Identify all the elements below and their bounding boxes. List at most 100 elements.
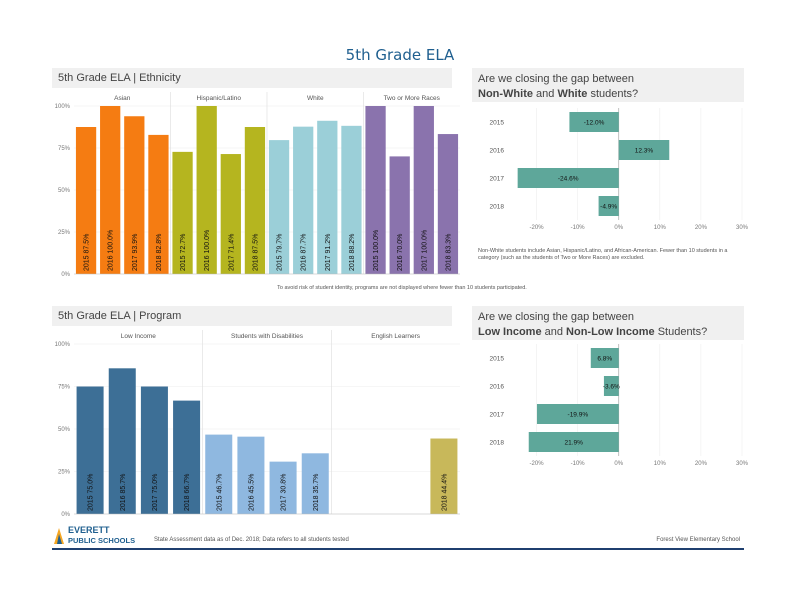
privacy-note: To avoid risk of student identity, progr… (277, 285, 527, 291)
gapw-x-tick: 20% (695, 225, 708, 231)
eth-group-label: Two or More Races (384, 95, 441, 102)
gapi-bar-label: 6.8% (597, 356, 612, 363)
prog-bar-label: 2017 75.0% (152, 474, 159, 511)
prog-bar-label: 2018 35.7% (313, 474, 320, 511)
prog-bar (173, 400, 201, 514)
eth-bar (220, 154, 241, 274)
gapw-bar (569, 112, 619, 132)
eth-bar (268, 140, 290, 274)
gap-income-header-line1: Are we closing the gap between (478, 311, 634, 323)
prog-bar (205, 434, 233, 514)
gapi-row-label: 2016 (490, 384, 505, 391)
eth-bar (317, 120, 338, 274)
gapi-bar (603, 376, 619, 396)
eth-y-tick: 100% (55, 104, 71, 110)
gapw-row-label: 2017 (490, 176, 505, 183)
eth-bar-label: 2017 71.4% (228, 234, 235, 271)
logo-line2: PUBLIC SCHOOLS (68, 536, 136, 545)
eth-bar (437, 134, 459, 274)
gap-income-header-end: Students? (654, 326, 708, 338)
eth-bar-label: 2017 91.2% (325, 234, 332, 271)
prog-bar (301, 453, 329, 514)
prog-bar (430, 438, 458, 514)
eth-bar-label: 2018 83.3% (445, 234, 452, 271)
school-name: Forest View Elementary School (656, 537, 740, 543)
gap-white-header: Are we closing the gap between Non-White… (472, 68, 744, 102)
gapi-bar-label: -19.9% (568, 412, 589, 419)
eth-bar (124, 116, 145, 274)
eth-bar-label: 2016 100.0% (204, 230, 211, 271)
eth-bar-label: 2018 87.5% (252, 234, 259, 271)
eth-y-tick: 75% (58, 146, 71, 152)
prog-bar (76, 386, 104, 514)
gapw-x-tick: -20% (530, 225, 545, 231)
eth-bar-label: 2018 88.2% (349, 234, 356, 271)
gap-white-chart: -20% -10% 0% 10% 20% 30% 2015 -12.0% 2016 12.3% 20… (490, 108, 749, 231)
gapw-x-tick: -10% (571, 225, 586, 231)
logo-line1: EVERETT (68, 525, 110, 535)
prog-y-tick: 25% (58, 470, 71, 476)
eth-bar (196, 106, 217, 274)
gapi-x-tick: 0% (614, 461, 623, 467)
gapw-bar (517, 168, 619, 188)
eth-group-label: Asian (114, 95, 131, 102)
eth-bar-label: 2018 82.8% (156, 234, 163, 271)
prog-bar-label: 2015 75.0% (88, 474, 95, 511)
gapw-x-tick: 0% (614, 225, 623, 231)
eth-bar-label: 2015 79.7% (277, 234, 284, 271)
gap-income-group2: Non-Low Income (566, 326, 655, 338)
eth-bar-label: 2017 100.0% (421, 230, 428, 271)
everett-logo: EVERETT PUBLIC SCHOOLS (52, 524, 172, 548)
gapw-bar-label: -24.6% (558, 176, 579, 183)
gapi-x-tick: 10% (654, 461, 667, 467)
gapw-bar (618, 140, 670, 160)
gapi-x-tick: 30% (736, 461, 749, 467)
eth-group-label: Hispanic/Latino (197, 95, 242, 102)
gapi-row-label: 2017 (490, 412, 505, 419)
eth-group-label: White (307, 95, 324, 102)
prog-bar (237, 436, 265, 514)
gap-income-header: Are we closing the gap between Low Incom… (472, 306, 744, 340)
gapi-x-tick: -20% (530, 461, 545, 467)
gapi-bar (536, 404, 619, 424)
prog-bar-label: 2018 44.4% (441, 474, 448, 511)
eth-y-tick: 0% (61, 272, 70, 278)
prog-group-label: English Learners (371, 333, 421, 340)
eth-y-tick: 25% (58, 230, 71, 236)
eth-bar-label: 2015 87.5% (84, 234, 91, 271)
source-note: State Assessment data as of Dec. 2018; D… (154, 537, 349, 543)
gap-income-chart: -20% -10% 0% 10% 20% 30% 2015 6.8% 2016 -3.6% 2017… (490, 344, 749, 467)
page-title: 5th Grade ELA (345, 46, 455, 64)
gapw-bar (598, 196, 619, 216)
prog-bar-label: 2016 45.5% (248, 474, 255, 511)
gap-white-header-line1: Are we closing the gap between (478, 73, 634, 85)
program-panel-header: 5th Grade ELA | Program (52, 306, 452, 326)
eth-bar (389, 156, 410, 274)
gapw-x-tick: 10% (654, 225, 667, 231)
gap-white-group1: Non-White (478, 88, 533, 100)
gapw-row-label: 2016 (490, 148, 505, 155)
gapi-row-label: 2015 (490, 356, 505, 363)
prog-y-tick: 0% (61, 512, 70, 518)
gapi-x-tick: 20% (695, 461, 708, 467)
gap-income-connector: and (541, 326, 567, 338)
gap-white-note: Non-White students include Asian, Hispan… (478, 248, 728, 261)
gap-white-header-end: students? (587, 88, 639, 100)
eth-bar (100, 106, 121, 274)
eth-bar-label: 2016 70.0% (397, 234, 404, 271)
eth-bar (365, 106, 386, 274)
prog-y-tick: 100% (55, 342, 71, 348)
eth-bar (148, 134, 169, 274)
gapw-bar-label: -4.9% (600, 204, 617, 211)
gapi-row-label: 2018 (490, 440, 505, 447)
footer-rule (52, 548, 744, 550)
gapw-bar-label: 12.3% (635, 148, 654, 155)
prog-bar (108, 368, 136, 514)
eth-bar (293, 126, 314, 274)
ethnicity-panel-header: 5th Grade ELA | Ethnicity (52, 68, 452, 88)
eth-bar (413, 106, 434, 274)
gapi-bar-label: 21.9% (565, 440, 584, 447)
prog-group-label: Low Income (121, 333, 156, 340)
eth-bar (244, 127, 266, 274)
prog-group-label: Students with Disabilities (231, 333, 304, 340)
